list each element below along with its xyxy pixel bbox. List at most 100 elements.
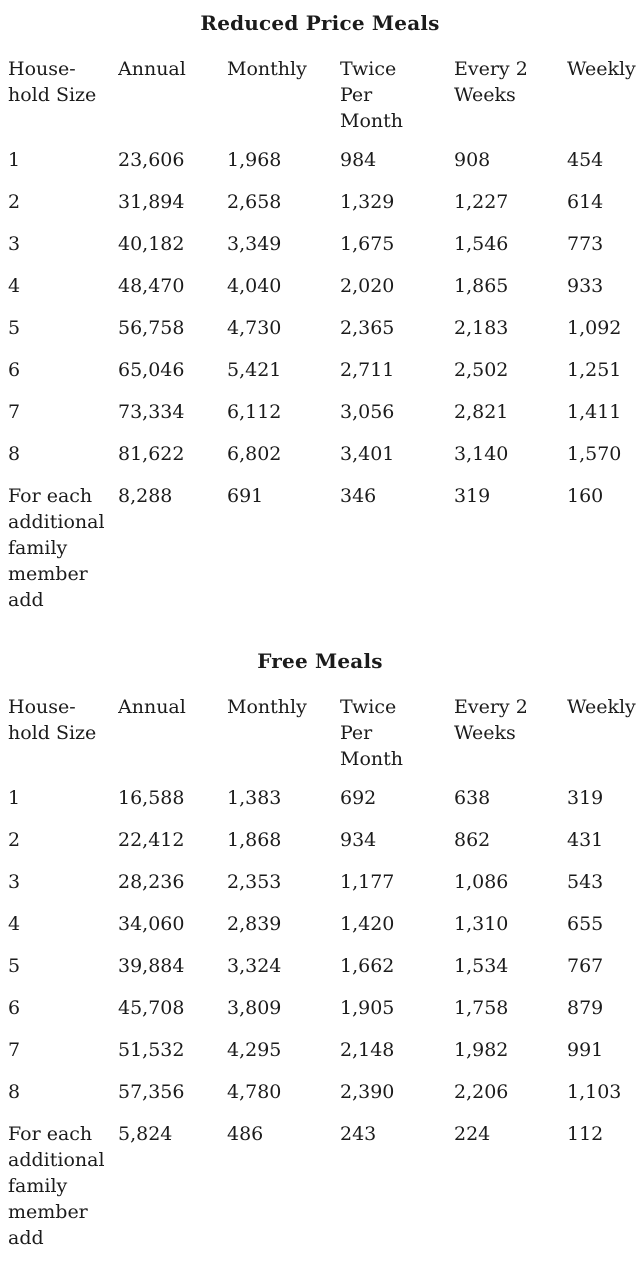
column-header-1: Annual [118,58,186,80]
row-label: 1 [8,787,21,809]
cell-value: 1,329 [340,191,395,213]
cell-value: 39,884 [118,955,185,977]
table-row: 5 39,884 3,324 1,662 1,534 767 [8,953,640,995]
cell-value: 56,758 [118,317,185,339]
row-label: For each additional family member add [8,1123,105,1249]
row-label: 8 [8,1081,21,1103]
table-row: 2 22,412 1,868 934 862 431 [8,827,640,869]
cell-value: 2,020 [340,275,395,297]
table-row: 4 48,470 4,040 2,020 1,865 933 [8,273,640,315]
cell-value: 3,809 [227,997,282,1019]
cell-value: 1,251 [567,359,622,381]
cell-value: 1,227 [454,191,509,213]
section-free-meals: Free Meals House- hold Size Annual Monthly… [0,629,640,1267]
cell-value: 1,982 [454,1039,509,1061]
cell-value: 319 [454,485,491,507]
cell-value: 691 [227,485,264,507]
cell-value: 243 [340,1123,377,1145]
column-header-3: Twice Per Month [340,696,404,770]
cell-value: 879 [567,997,604,1019]
row-label: 5 [8,317,21,339]
cell-value: 638 [454,787,491,809]
section-reduced-price-meals: Reduced Price Meals House- hold Size Annu… [0,0,640,629]
row-label: 4 [8,275,21,297]
row-label: 2 [8,829,21,851]
cell-value: 1,177 [340,871,395,893]
row-label: 2 [8,191,21,213]
cell-value: 48,470 [118,275,185,297]
cell-value: 51,532 [118,1039,185,1061]
cell-value: 2,183 [454,317,509,339]
column-header-1: Annual [118,696,186,718]
column-header-3: Twice Per Month [340,58,404,132]
cell-value: 655 [567,913,604,935]
cell-value: 1,092 [567,317,622,339]
cell-value: 934 [340,829,377,851]
cell-value: 1,905 [340,997,395,1019]
table-row: 3 40,182 3,349 1,675 1,546 773 [8,231,640,273]
cell-value: 3,324 [227,955,282,977]
table-row: 7 73,334 6,112 3,056 2,821 1,411 [8,399,640,441]
row-label: 6 [8,997,21,1019]
row-label: 8 [8,443,21,465]
cell-value: 6,112 [227,401,282,423]
cell-value: 908 [454,149,491,171]
cell-value: 28,236 [118,871,185,893]
cell-value: 1,865 [454,275,509,297]
cell-value: 1,758 [454,997,509,1019]
cell-value: 23,606 [118,149,185,171]
cell-value: 767 [567,955,604,977]
cell-value: 1,420 [340,913,395,935]
cell-value: 454 [567,149,604,171]
cell-value: 3,401 [340,443,395,465]
cell-value: 2,821 [454,401,509,423]
cell-value: 112 [567,1123,604,1145]
cell-value: 862 [454,829,491,851]
cell-value: 984 [340,149,377,171]
reduced-price-meals-table: House- hold Size Annual Monthly Twice Per M… [8,56,640,629]
cell-value: 4,295 [227,1039,282,1061]
row-label: 3 [8,871,21,893]
cell-value: 6,802 [227,443,282,465]
cell-value: 5,824 [118,1123,173,1145]
cell-value: 224 [454,1123,491,1145]
cell-value: 773 [567,233,604,255]
cell-value: 486 [227,1123,264,1145]
cell-value: 160 [567,485,604,507]
cell-value: 81,622 [118,443,185,465]
column-header-0: House- hold Size [8,58,97,106]
cell-value: 319 [567,787,604,809]
cell-value: 40,182 [118,233,185,255]
free-meals-table: House- hold Size Annual Monthly Twice Per M… [8,694,640,1267]
cell-value: 2,365 [340,317,395,339]
cell-value: 2,658 [227,191,282,213]
table-row: For each additional family member add 5,8… [8,1121,640,1267]
cell-value: 1,103 [567,1081,622,1103]
cell-value: 2,711 [340,359,395,381]
table-row: 8 81,622 6,802 3,401 3,140 1,570 [8,441,640,483]
cell-value: 1,570 [567,443,622,465]
header-row: House- hold Size Annual Monthly Twice Per M… [8,56,640,147]
table-row: 1 16,588 1,383 692 638 319 [8,785,640,827]
cell-value: 3,140 [454,443,509,465]
cell-value: 4,730 [227,317,282,339]
table-row: For each additional family member add 8,2… [8,483,640,629]
cell-value: 4,780 [227,1081,282,1103]
row-label: 3 [8,233,21,255]
row-label: 7 [8,1039,21,1061]
column-header-2: Monthly [227,58,307,80]
cell-value: 1,310 [454,913,509,935]
table-row: 1 23,606 1,968 984 908 454 [8,147,640,189]
table-row: 8 57,356 4,780 2,390 2,206 1,103 [8,1079,640,1121]
cell-value: 991 [567,1039,604,1061]
column-header-5: Weekly [567,58,636,80]
cell-value: 8,288 [118,485,173,507]
column-header-5: Weekly [567,696,636,718]
cell-value: 5,421 [227,359,282,381]
cell-value: 4,040 [227,275,282,297]
table-row: 6 45,708 3,809 1,905 1,758 879 [8,995,640,1037]
cell-value: 65,046 [118,359,185,381]
cell-value: 2,502 [454,359,509,381]
cell-value: 1,534 [454,955,509,977]
